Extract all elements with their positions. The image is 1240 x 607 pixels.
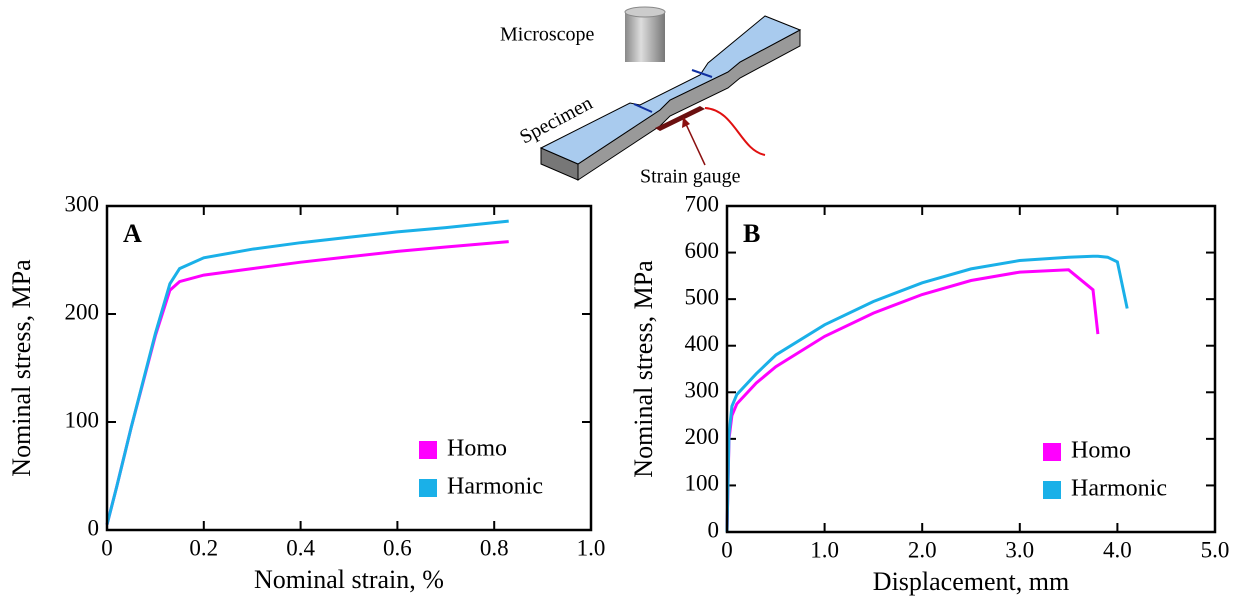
x-tick-label: 0.8 xyxy=(480,535,509,560)
x-tick-label: 1.0 xyxy=(810,537,839,562)
y-tick-label: 300 xyxy=(65,191,100,216)
x-tick-label: 1.0 xyxy=(577,535,606,560)
x-tick-label: 3.0 xyxy=(1005,537,1034,562)
x-tick-label: 0 xyxy=(721,537,733,562)
legend-swatch xyxy=(419,479,437,497)
y-tick-label: 200 xyxy=(685,424,720,449)
y-tick-label: 700 xyxy=(685,191,720,216)
plot-frame xyxy=(725,204,1217,534)
y-tick-label: 100 xyxy=(65,407,100,432)
legend-swatch xyxy=(1043,481,1061,499)
y-axis-title: Nominal stress, MPa xyxy=(629,260,658,478)
y-axis-title: Nominal stress, MPa xyxy=(7,259,36,477)
microscope-body xyxy=(625,12,665,62)
legend-label: Harmonic xyxy=(447,474,543,500)
y-tick-label: 0 xyxy=(708,517,720,542)
x-axis-title: Displacement, mm xyxy=(873,567,1069,596)
microscope-label: Microscope xyxy=(500,24,595,46)
series-line xyxy=(105,219,509,525)
gauge-label: Strain gauge xyxy=(640,166,741,188)
gauge-mark xyxy=(691,69,713,78)
y-tick-label: 500 xyxy=(685,284,720,309)
y-tick-label: 200 xyxy=(65,299,100,324)
specimen-diagram: Microscope Specimen Strain gauge xyxy=(500,6,802,188)
legend-swatch xyxy=(419,441,437,459)
y-tick-label: 0 xyxy=(88,515,100,540)
strain-gauge xyxy=(655,106,705,131)
legend-swatch xyxy=(1043,443,1061,461)
gauge-wire xyxy=(704,107,766,156)
x-tick-label: 0 xyxy=(101,535,113,560)
plot-frame xyxy=(105,204,593,532)
y-tick-label: 600 xyxy=(685,238,720,263)
x-tick-label: 2.0 xyxy=(908,537,937,562)
panel-label: B xyxy=(743,219,760,248)
arrow-head xyxy=(682,117,690,128)
series-line xyxy=(725,254,1129,533)
y-tick-label: 100 xyxy=(685,471,720,496)
series-line xyxy=(725,268,1100,533)
legend-label: Homo xyxy=(447,436,507,462)
panel-label: A xyxy=(123,219,142,248)
arrow xyxy=(684,121,706,166)
microscope-top xyxy=(624,6,666,18)
x-tick-label: 4.0 xyxy=(1103,537,1132,562)
y-tick-label: 400 xyxy=(685,331,720,356)
x-tick-label: 0.6 xyxy=(383,535,412,560)
x-axis-title: Nominal strain, % xyxy=(254,565,444,594)
specimen-side xyxy=(577,29,801,181)
legend-label: Homo xyxy=(1071,438,1131,464)
legend-label: Harmonic xyxy=(1071,476,1167,502)
x-tick-label: 0.2 xyxy=(189,535,218,560)
x-tick-label: 0.4 xyxy=(286,535,315,560)
gauge-mark xyxy=(633,103,653,113)
y-tick-label: 300 xyxy=(685,378,720,403)
x-tick-label: 5.0 xyxy=(1201,537,1230,562)
specimen-top xyxy=(539,15,802,165)
